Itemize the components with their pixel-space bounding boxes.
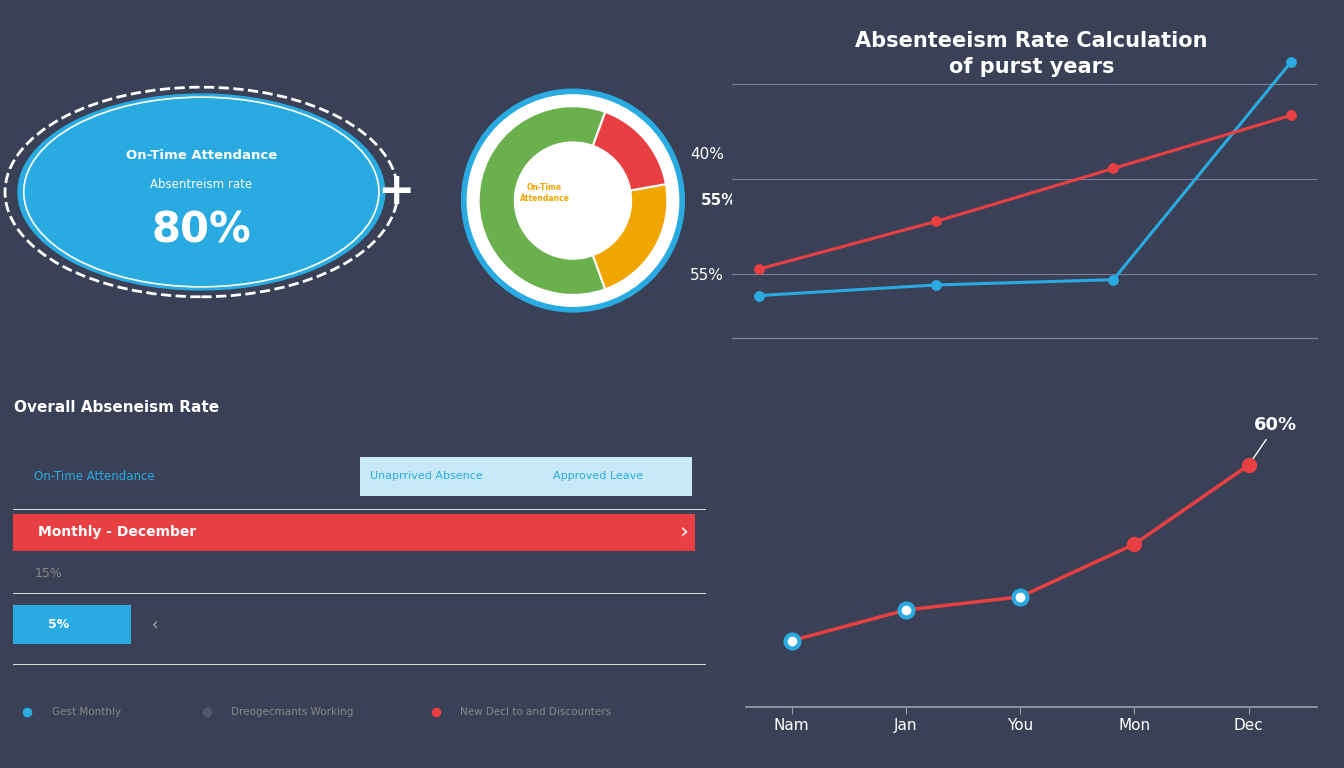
Text: 5%: 5% <box>48 618 70 631</box>
Text: ›: › <box>680 522 689 542</box>
Point <box>1238 459 1259 472</box>
Text: On-Time
Attendance: On-Time Attendance <box>520 184 570 203</box>
Text: Overall Abseneism Rate: Overall Abseneism Rate <box>15 399 219 415</box>
Wedge shape <box>589 112 665 192</box>
Circle shape <box>468 95 679 306</box>
Point <box>1279 56 1301 68</box>
Point <box>749 290 770 302</box>
FancyBboxPatch shape <box>359 457 692 496</box>
Text: Dreogecmants Working: Dreogecmants Working <box>231 707 353 717</box>
Text: ‹: ‹ <box>152 616 159 634</box>
Text: Unaprrived Absence: Unaprrived Absence <box>370 472 482 482</box>
Circle shape <box>17 94 384 290</box>
Point <box>1102 162 1124 174</box>
Point <box>926 215 948 227</box>
Point <box>749 263 770 275</box>
Point <box>425 706 446 718</box>
Point <box>1009 591 1031 603</box>
Text: New Decl to and Discounters: New Decl to and Discounters <box>460 707 612 717</box>
Point <box>1102 273 1124 286</box>
Point <box>16 706 38 718</box>
Text: Approved Leave: Approved Leave <box>554 472 644 482</box>
FancyBboxPatch shape <box>13 514 695 551</box>
Text: Absentreism rate: Absentreism rate <box>151 178 253 190</box>
Text: On-Time Attendance: On-Time Attendance <box>126 149 277 162</box>
Point <box>1279 109 1301 121</box>
Text: Absenteeism Rate Calculation
of purst years: Absenteeism Rate Calculation of purst ye… <box>855 31 1208 77</box>
Text: 60%: 60% <box>1250 416 1297 463</box>
Text: On-Time Attendance: On-Time Attendance <box>34 470 155 483</box>
Text: 55%: 55% <box>700 193 737 208</box>
Text: Gest Monthly: Gest Monthly <box>51 707 121 717</box>
Text: Monthly - December: Monthly - December <box>38 525 196 539</box>
Circle shape <box>515 142 632 259</box>
Wedge shape <box>589 184 668 290</box>
Point <box>196 706 218 718</box>
Text: +: + <box>376 170 414 214</box>
Wedge shape <box>478 106 605 295</box>
FancyBboxPatch shape <box>13 605 132 644</box>
Point <box>781 634 802 647</box>
Point <box>926 279 948 291</box>
Text: 80%: 80% <box>152 210 251 251</box>
Point <box>1124 538 1145 551</box>
Point <box>895 604 917 616</box>
Text: 15%: 15% <box>34 567 62 580</box>
Circle shape <box>461 89 684 312</box>
